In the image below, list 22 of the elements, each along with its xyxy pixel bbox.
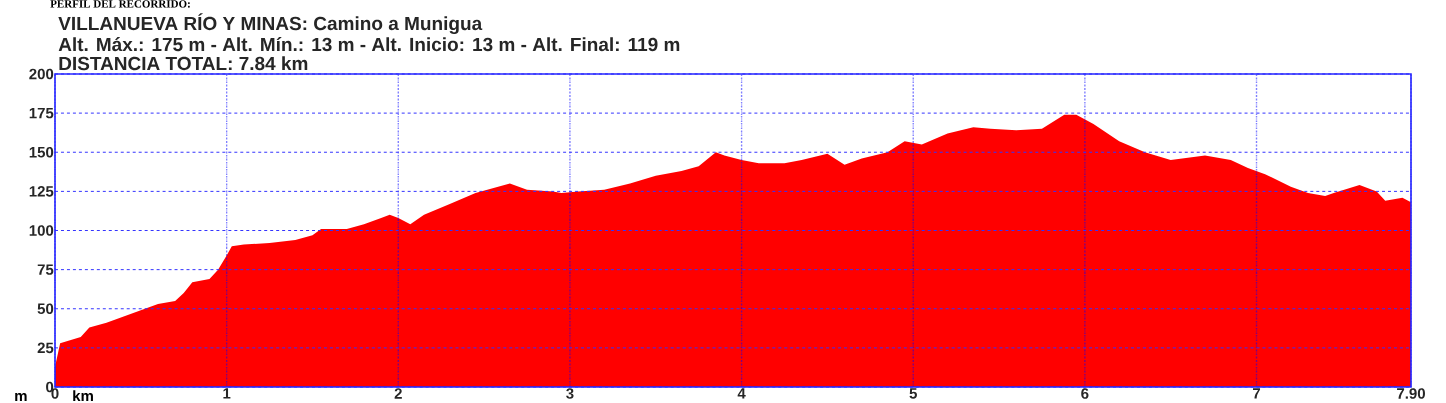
y-tick-label: 100: [29, 225, 54, 236]
y-tick-label: 25: [37, 342, 54, 354]
y-tick-label: 200: [29, 68, 54, 80]
x-tick-label: 5: [909, 388, 917, 399]
x-tick-label: 2: [394, 388, 402, 399]
text: DISTANCIA TOTAL: 7.84 km: [59, 56, 308, 71]
y-axis-title: m: [15, 392, 27, 401]
y-tick-label: 150: [29, 146, 54, 158]
x-axis-title: km: [73, 390, 93, 401]
x-tick-label: 1: [223, 388, 231, 399]
y-tick-label: 175: [29, 107, 54, 119]
chart-title: VILLANUEVA RÍO Y MINAS: Camino a Munigua: [58, 13, 483, 35]
text: PERFIL DEL RECORRIDO:: [50, 0, 190, 8]
x-tick-label: 3: [566, 388, 574, 399]
chart-subtitle: Alt. Máx.: 175 m - Alt. Mín.: 13 m - Alt. Inicio: 13 m - Alt. Final: 119 m: [58, 37, 680, 52]
y-tick-label: 75: [37, 264, 54, 275]
x-tick-label: 4: [737, 388, 746, 399]
x-tick-label: 7.90: [1397, 388, 1425, 399]
x-tick-label: 6: [1081, 388, 1089, 399]
x-tick-label: 7: [1252, 388, 1261, 399]
y-tick-label: 50: [37, 303, 54, 315]
y-tick-label: 125: [29, 186, 54, 197]
